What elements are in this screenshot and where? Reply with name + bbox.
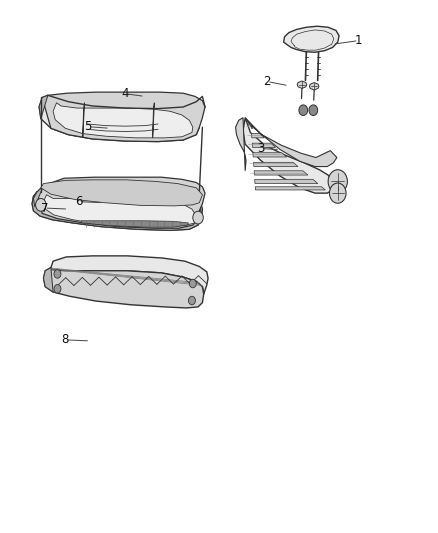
Polygon shape bbox=[83, 103, 85, 138]
Text: 6: 6 bbox=[74, 195, 82, 208]
Text: 7: 7 bbox=[41, 201, 48, 214]
Polygon shape bbox=[39, 98, 199, 142]
Text: 5: 5 bbox=[85, 120, 92, 133]
Polygon shape bbox=[248, 124, 253, 128]
Polygon shape bbox=[243, 118, 333, 193]
Circle shape bbox=[54, 285, 61, 293]
Polygon shape bbox=[309, 83, 319, 90]
Polygon shape bbox=[251, 134, 265, 138]
Circle shape bbox=[188, 296, 195, 305]
Polygon shape bbox=[43, 195, 196, 227]
Text: 4: 4 bbox=[121, 87, 129, 100]
Circle shape bbox=[299, 105, 307, 116]
Polygon shape bbox=[253, 153, 287, 157]
Polygon shape bbox=[39, 95, 48, 119]
Polygon shape bbox=[51, 256, 208, 294]
Text: 3: 3 bbox=[257, 142, 264, 155]
Circle shape bbox=[309, 105, 318, 116]
Polygon shape bbox=[236, 118, 246, 171]
Polygon shape bbox=[32, 191, 202, 230]
Circle shape bbox=[193, 211, 203, 224]
Polygon shape bbox=[53, 103, 193, 138]
Polygon shape bbox=[245, 118, 337, 166]
Polygon shape bbox=[152, 103, 154, 138]
Polygon shape bbox=[254, 163, 298, 166]
Polygon shape bbox=[33, 191, 199, 228]
Polygon shape bbox=[255, 179, 318, 183]
Text: 2: 2 bbox=[263, 75, 271, 88]
Polygon shape bbox=[252, 143, 276, 148]
Polygon shape bbox=[284, 26, 339, 52]
Circle shape bbox=[54, 270, 61, 278]
Polygon shape bbox=[33, 185, 43, 207]
Polygon shape bbox=[43, 268, 204, 308]
Polygon shape bbox=[41, 180, 202, 206]
Circle shape bbox=[328, 169, 347, 193]
Polygon shape bbox=[254, 171, 308, 175]
Polygon shape bbox=[81, 221, 188, 227]
Polygon shape bbox=[297, 81, 307, 88]
Polygon shape bbox=[42, 92, 205, 142]
Text: 1: 1 bbox=[355, 34, 363, 47]
Polygon shape bbox=[37, 177, 205, 228]
Circle shape bbox=[35, 198, 46, 211]
Polygon shape bbox=[43, 268, 53, 292]
Text: 8: 8 bbox=[62, 333, 69, 346]
Polygon shape bbox=[255, 187, 325, 190]
Circle shape bbox=[189, 279, 196, 288]
Circle shape bbox=[329, 183, 346, 203]
Polygon shape bbox=[32, 192, 201, 230]
